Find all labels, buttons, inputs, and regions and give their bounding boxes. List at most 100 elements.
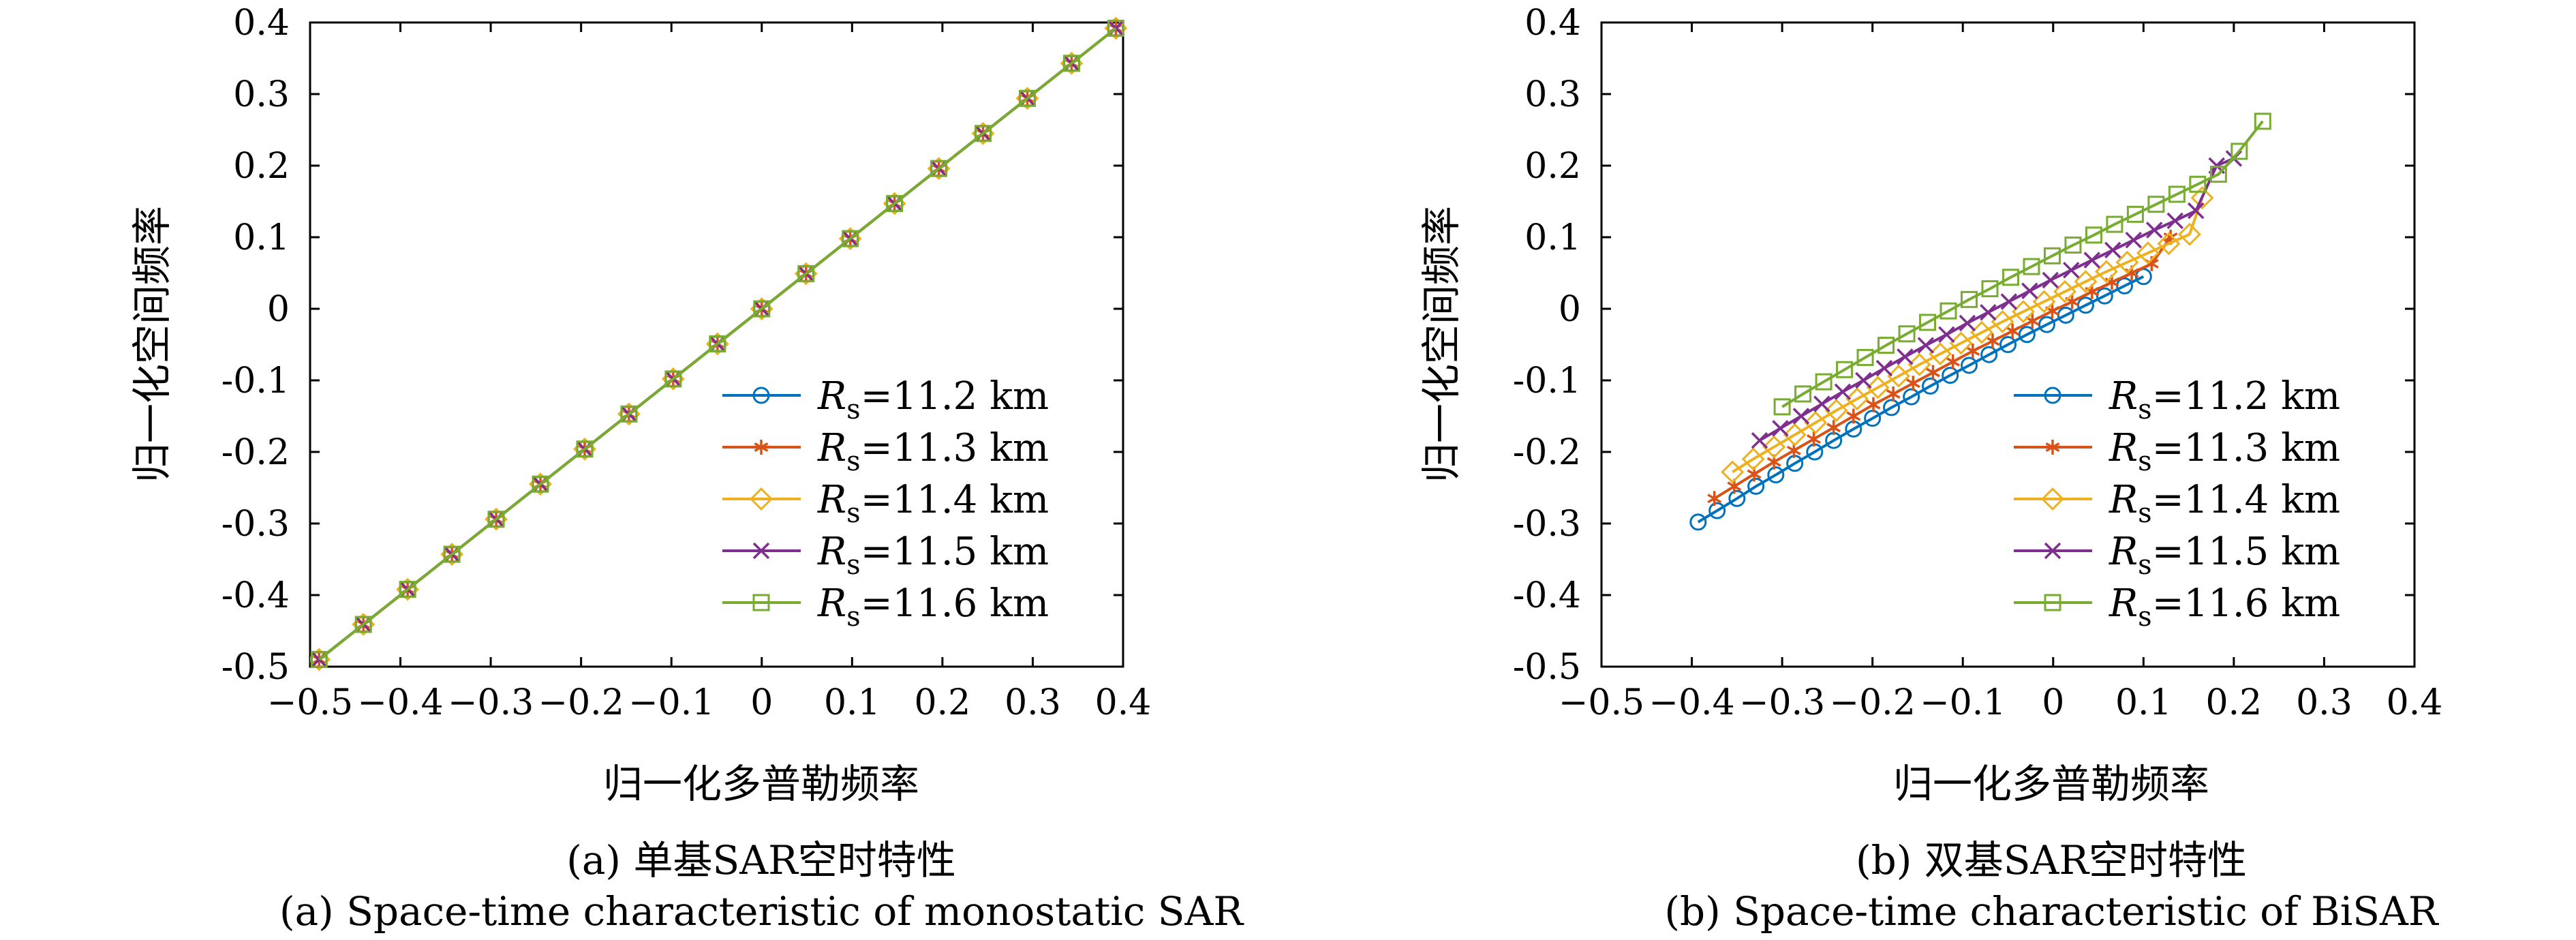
legend-label: Rs=11.2 km (817, 374, 1049, 425)
legend-item: Rs=11.3 km (722, 426, 1049, 477)
data-point (620, 405, 638, 423)
data-point (2065, 294, 2080, 309)
y-tick-label: -0.3 (221, 504, 290, 545)
y-tick-label: 0.2 (1524, 146, 1581, 187)
data-point (2002, 269, 2019, 286)
data-point (1815, 373, 1833, 391)
legend-marker (2044, 542, 2061, 560)
legend-marker (752, 386, 770, 404)
data-point (2230, 142, 2248, 160)
data-point (1886, 386, 1901, 401)
data-point (1949, 331, 1973, 355)
data-point (1875, 359, 1893, 377)
data-point (1938, 326, 1955, 344)
data-point (797, 265, 815, 283)
panel-a: −0.5 −0.4 −0.3 −0.2 −0.1 0 0.1 0.2 0.3 0.4 0.4 0.3 0… (129, 3, 1244, 935)
data-point (2136, 241, 2160, 265)
data-point (1107, 19, 1124, 37)
data-point (2023, 258, 2040, 275)
legend-marker (752, 594, 770, 611)
data-point (2043, 247, 2061, 264)
data-point (2000, 293, 2018, 310)
ylabel-a: 归一化空间频率 (129, 206, 175, 483)
data-point (532, 475, 549, 493)
data-point (1942, 367, 1959, 384)
data-point (1773, 398, 1791, 416)
data-point (1707, 491, 1722, 506)
data-point (1846, 408, 1861, 424)
data-point (1708, 502, 1726, 519)
data-point (2064, 237, 2082, 254)
data-point (2038, 316, 2055, 333)
data-point (310, 651, 328, 668)
legend-label: Rs=11.6 km (817, 581, 1049, 633)
x-tick-label: 0.2 (915, 682, 971, 723)
panel-b: −0.5 −0.4 −0.3 −0.2 −0.1 0 0.1 0.2 0.3 0.4 0.4 0.3 0… (1418, 3, 2442, 935)
data-point (1959, 314, 1976, 332)
data-point (2147, 196, 2165, 213)
data-point (1970, 320, 1994, 344)
data-point (2095, 260, 2118, 284)
data-point (1762, 435, 1786, 459)
data-point (1922, 377, 1939, 395)
data-point (1898, 325, 1916, 343)
data-point (2177, 222, 2201, 246)
y-tick-label: -0.3 (1513, 504, 1581, 545)
data-point (753, 300, 771, 318)
legend-item: Rs=11.6 km (722, 581, 1049, 633)
legend-item: Rs=11.3 km (2014, 426, 2340, 477)
data-point (1939, 302, 1957, 320)
data-point (576, 440, 594, 458)
data-point (1689, 513, 1707, 531)
plot-frame (309, 21, 1124, 668)
x-tick-label: −0.3 (1739, 682, 1825, 723)
x-tick-label: −0.2 (1830, 682, 1916, 723)
data-point (2083, 252, 2101, 269)
x-tick-label: −0.5 (1559, 682, 1644, 723)
x-tick-label: 0.4 (2387, 682, 2443, 723)
y-tick-label: 0.3 (1524, 74, 1581, 115)
x-tick-label: 0 (750, 682, 773, 723)
data-point (1903, 388, 1920, 406)
data-point (1018, 89, 1036, 107)
data-point (1866, 397, 1881, 412)
data-point (1981, 280, 1999, 298)
data-point (2254, 112, 2271, 130)
legend-item: Rs=11.4 km (2014, 478, 2340, 529)
y-tick-label: 0 (1559, 289, 1581, 330)
y-tick-label: -0.1 (221, 361, 290, 401)
legend-marker (752, 542, 770, 560)
y-tick-label: 0.1 (233, 217, 290, 258)
data-point (399, 581, 416, 598)
data-point (1917, 337, 1935, 354)
data-point (2126, 205, 2144, 223)
data-point (2085, 226, 2102, 244)
x-tick-label: 0 (2042, 682, 2064, 723)
xlabel-b: 归一化多普勒频率 (1893, 761, 2209, 807)
x-tick-label: 0.1 (824, 682, 880, 723)
x-tick-label: 0.3 (2296, 682, 2352, 723)
data-point (1926, 365, 1940, 380)
data-point (1965, 343, 1980, 359)
x-tick-label: 0.4 (1095, 682, 1152, 723)
x-tick-label: 0.3 (1005, 682, 1061, 723)
data-point (1767, 466, 1785, 484)
data-point (2021, 282, 2038, 299)
data-point (1824, 399, 1848, 423)
xlabel-a: 归一化多普勒频率 (603, 761, 919, 807)
y-tick-label: 0 (267, 289, 290, 330)
data-point (2005, 323, 2020, 339)
y-tick-label: 0.4 (1524, 3, 1581, 44)
plot-area-a: −0.5 −0.4 −0.3 −0.2 −0.1 0 0.1 0.2 0.3 0.4 0.4 0.3 0… (221, 3, 1152, 723)
x-tick-label: −0.5 (267, 682, 353, 723)
data-point (2074, 270, 2098, 294)
y-tick-label: -0.4 (221, 575, 290, 616)
data-point (2209, 166, 2227, 183)
series-2 (1721, 186, 2214, 484)
data-point (1883, 399, 1901, 416)
legend-item: Rs=11.2 km (722, 374, 1049, 425)
data-point (1980, 346, 1998, 363)
